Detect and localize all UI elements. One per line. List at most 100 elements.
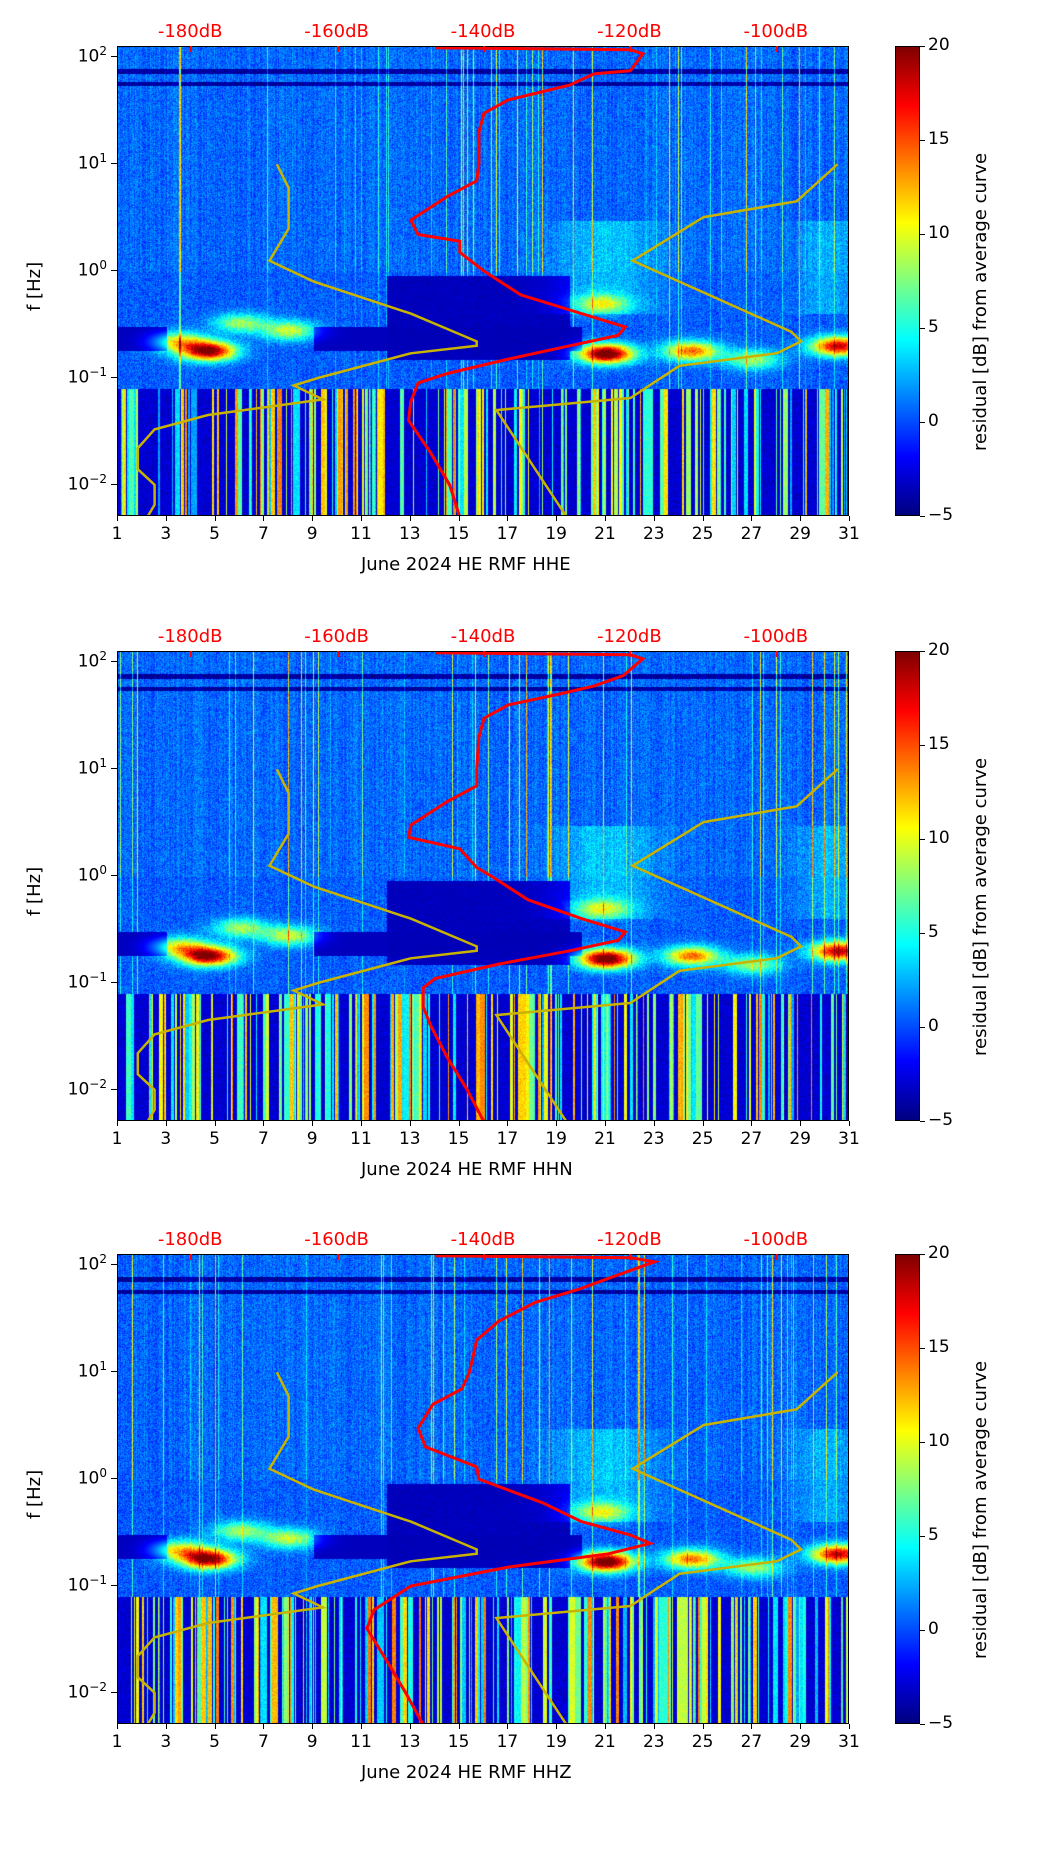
nhnm-curve	[494, 768, 839, 1120]
colorbar-tick-label: 15	[928, 1337, 950, 1357]
colorbar-tick-label: 20	[928, 1243, 950, 1263]
nlnm-curve	[136, 163, 478, 515]
x-tick-label: 31	[838, 524, 860, 544]
x-axis-label: June 2024 HE RMF HHE	[361, 554, 571, 575]
x-tick-label: 13	[398, 1732, 421, 1752]
x-tick-mark	[214, 516, 216, 521]
x-tick-mark	[458, 1724, 460, 1729]
db-tick-mark	[336, 1254, 339, 1260]
y-tick-label: 101	[77, 151, 107, 174]
db-tick-label: -160dB	[304, 1229, 369, 1250]
y-tick-label: 102	[77, 44, 107, 68]
x-tick-mark	[849, 1724, 850, 1729]
x-tick-label: 3	[160, 1732, 172, 1752]
spectrogram-image	[118, 47, 848, 515]
x-tick-mark	[409, 1121, 411, 1126]
spectrogram-panel-hhe: 1 3 5 7 9 11 13 15 17 19 21 23 25 27 29 31 102 101 100 10−1…	[0, 21, 1052, 646]
x-tick-label: 1	[111, 1732, 123, 1752]
colorbar	[895, 1254, 920, 1724]
x-tick-label: 1	[111, 1129, 123, 1149]
y-axis-label: f [Hz]	[24, 866, 45, 916]
y-tick-mark	[111, 483, 117, 485]
x-tick-mark	[165, 1121, 167, 1126]
y-tick-label: 102	[77, 649, 107, 673]
y-tick-mark	[111, 1691, 117, 1693]
x-tick-mark	[702, 1724, 704, 1729]
x-tick-mark	[458, 1121, 460, 1126]
x-tick-label: 11	[350, 1732, 372, 1752]
x-tick-mark	[605, 516, 606, 521]
y-tick-mark	[111, 1584, 117, 1586]
colorbar-tick-label: −5	[928, 505, 954, 525]
plot-area	[117, 651, 849, 1121]
x-tick-mark	[117, 1121, 118, 1126]
x-tick-mark	[361, 516, 362, 521]
x-tick-label: 5	[209, 1129, 220, 1149]
x-tick-mark	[507, 1724, 509, 1729]
x-axis-label: June 2024 HE RMF HHN	[361, 1159, 573, 1180]
spectrogram-panel-hhz: 1 3 5 7 9 11 13 15 17 19 21 23 25 27 29 31 102 101 100 10−1…	[0, 1229, 1052, 1854]
db-tick-mark	[336, 651, 339, 657]
x-tick-mark	[653, 1724, 655, 1729]
x-tick-label: 15	[447, 1732, 470, 1752]
x-tick-mark	[751, 516, 753, 521]
nlnm-curve	[136, 768, 478, 1120]
y-tick-mark	[111, 270, 117, 272]
plot-area	[117, 1254, 849, 1724]
x-tick-label: 25	[691, 1129, 714, 1149]
colorbar-tick-label: 20	[928, 35, 950, 55]
x-tick-mark	[702, 516, 704, 521]
x-tick-mark	[165, 516, 167, 521]
db-tick-mark	[483, 46, 485, 52]
x-tick-label: 21	[594, 1129, 616, 1149]
x-tick-label: 29	[789, 524, 811, 544]
db-tick-mark	[483, 1254, 485, 1260]
x-tick-mark	[312, 1724, 314, 1729]
colorbar-tick-mark	[920, 1348, 925, 1349]
y-tick-mark	[111, 661, 117, 663]
db-tick-mark	[190, 46, 193, 52]
x-tick-mark	[702, 1121, 704, 1126]
x-tick-label: 5	[209, 1732, 220, 1752]
plot-area	[117, 46, 849, 516]
db-tick-label: -160dB	[304, 21, 369, 42]
colorbar-tick-label: −5	[928, 1110, 954, 1130]
curves-overlay	[136, 47, 839, 515]
x-tick-label: 3	[160, 524, 172, 544]
y-tick-label: 100	[77, 863, 107, 886]
y-tick-label: 10−2	[67, 471, 107, 495]
x-tick-label: 31	[838, 1732, 860, 1752]
y-axis-label: f [Hz]	[24, 261, 45, 311]
x-tick-mark	[507, 516, 509, 521]
colorbar-tick-label: 10	[928, 828, 950, 848]
y-tick-mark	[111, 1264, 117, 1266]
colorbar-tick-mark	[920, 1027, 925, 1028]
x-tick-mark	[117, 516, 118, 521]
db-tick-label: -180dB	[157, 1229, 223, 1250]
x-tick-label: 13	[398, 1129, 421, 1149]
x-tick-mark	[263, 1724, 265, 1729]
y-tick-mark	[111, 1478, 117, 1480]
x-tick-label: 19	[545, 1732, 567, 1752]
average-psd-curve	[406, 652, 646, 1120]
x-tick-mark	[214, 1121, 216, 1126]
x-tick-label: 23	[642, 1129, 665, 1149]
y-tick-mark	[111, 1371, 117, 1373]
x-tick-mark	[800, 516, 802, 521]
colorbar-tick-label: 5	[928, 922, 939, 942]
x-tick-mark	[165, 1724, 167, 1729]
x-tick-mark	[556, 516, 558, 521]
y-tick-label: 100	[77, 258, 107, 281]
db-tick-label: -180dB	[157, 626, 223, 647]
colorbar-tick-mark	[920, 422, 925, 423]
y-tick-label: 101	[77, 756, 107, 779]
colorbar-tick-label: 15	[928, 734, 950, 754]
x-tick-label: 25	[691, 524, 714, 544]
y-tick-label: 100	[77, 1466, 107, 1489]
x-tick-label: 19	[545, 524, 567, 544]
x-tick-mark	[312, 1121, 314, 1126]
colorbar-label: residual [dB] from average curve	[970, 152, 991, 451]
nhnm-curve	[494, 163, 839, 515]
x-tick-label: 9	[306, 1732, 318, 1752]
x-tick-label: 1	[111, 524, 123, 544]
